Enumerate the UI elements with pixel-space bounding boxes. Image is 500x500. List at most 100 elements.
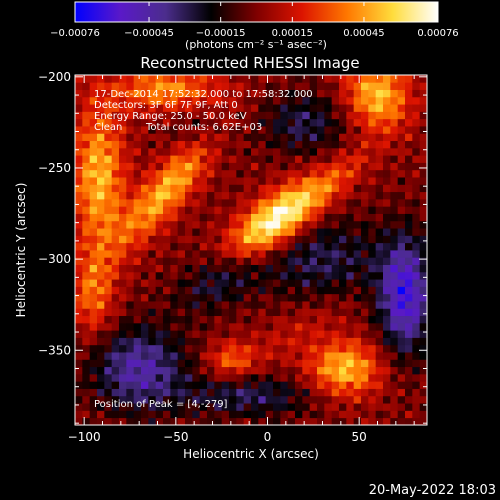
heatmap-cell [353,198,362,207]
heatmap-cell [111,206,120,214]
heatmap-cell [126,140,135,149]
heatmap-cell [265,242,274,251]
heatmap-cell [295,220,303,229]
heatmap-cell [339,352,347,360]
heatmap-cell [89,96,98,105]
heatmap-cell [331,257,340,265]
heatmap-cell [89,330,98,338]
heatmap-cell [133,286,142,295]
heatmap-cell [207,75,215,83]
heatmap-cell [170,235,179,244]
heatmap-cell [243,344,252,353]
heatmap-cell [317,366,325,375]
heatmap-cell [273,184,281,193]
heatmap-cell [119,279,127,287]
heatmap-cell [405,177,413,185]
heatmap-cell [185,308,193,317]
heatmap-cell [309,337,318,346]
heatmap-cell [243,293,252,302]
heatmap-cell [177,359,186,368]
heatmap-cell [287,242,296,251]
heatmap-cell [89,162,98,171]
heatmap-cell [111,147,120,156]
heatmap-cell [383,228,391,236]
heatmap-cell [141,344,149,353]
heatmap-cell [192,286,201,295]
heatmap-cell [229,359,237,368]
heatmap-cell [383,104,391,112]
heatmap-cell [375,126,384,134]
heatmap-cell [148,395,157,404]
heatmap-cell [133,330,142,338]
heatmap-cell [89,140,98,149]
heatmap-cell [236,301,245,309]
heatmap-cell [221,169,230,178]
heatmap-cell [104,228,113,236]
heatmap-cell [361,388,369,397]
heatmap-cell [177,82,186,90]
heatmap-cell [405,162,413,171]
heatmap-cell [317,82,325,90]
heatmap-cell [339,359,347,368]
heatmap-cell [192,198,201,207]
heatmap-cell [229,118,237,127]
heatmap-cell [412,301,421,309]
heatmap-cell [346,213,355,222]
heatmap-cell [199,118,208,127]
heatmap-cell [82,184,91,193]
heatmap-cell [185,140,193,149]
heatmap-cell [331,410,340,419]
heatmap-cell [221,366,230,375]
heatmap-cell [141,352,149,360]
heatmap-cell [265,286,274,295]
heatmap-cell [280,366,289,375]
heatmap-cell [148,162,157,171]
heatmap-cell [273,330,281,338]
heatmap-cell [397,337,406,346]
heatmap-cell [412,250,421,258]
heatmap-cell [111,308,120,317]
heatmap-cell [229,162,237,171]
heatmap-cell [148,373,157,382]
heatmap-cell [324,126,333,134]
heatmap-cell [89,250,98,258]
heatmap-cell [214,111,223,120]
heatmap-cell [419,220,427,229]
heatmap-cell [243,118,252,127]
heatmap-cell [141,147,149,156]
heatmap-cell [397,301,406,309]
heatmap-cell [258,104,267,112]
heatmap-cell [361,264,369,273]
heatmap-cell [361,104,369,112]
heatmap-cell [368,169,377,178]
heatmap-cell [89,133,98,142]
heatmap-cell [287,315,296,324]
heatmap-cell [133,301,142,309]
heatmap-cell [214,417,223,425]
heatmap-cell [199,381,208,389]
heatmap-cell [163,264,171,273]
heatmap-cell [221,228,230,236]
heatmap-cell [412,403,421,411]
heatmap-cell [368,220,377,229]
heatmap-cell [405,104,413,112]
heatmap-cell [177,235,186,244]
heatmap-cell [258,206,267,214]
heatmap-cell [353,293,362,302]
heatmap-cell [192,82,201,90]
heatmap-cell [104,373,113,382]
heatmap-cell [133,140,142,149]
heatmap-cell [82,264,91,273]
heatmap-cell [317,140,325,149]
heatmap-cell [302,250,311,258]
heatmap-cell [339,410,347,419]
heatmap-cell [258,403,267,411]
heatmap-cell [199,242,208,251]
heatmap-cell [412,359,421,368]
heatmap-cell [207,279,215,287]
heatmap-cell [75,191,83,200]
heatmap-cell [82,75,91,83]
heatmap-cell [295,89,303,98]
heatmap-cell [111,104,120,112]
heatmap-cell [295,301,303,309]
